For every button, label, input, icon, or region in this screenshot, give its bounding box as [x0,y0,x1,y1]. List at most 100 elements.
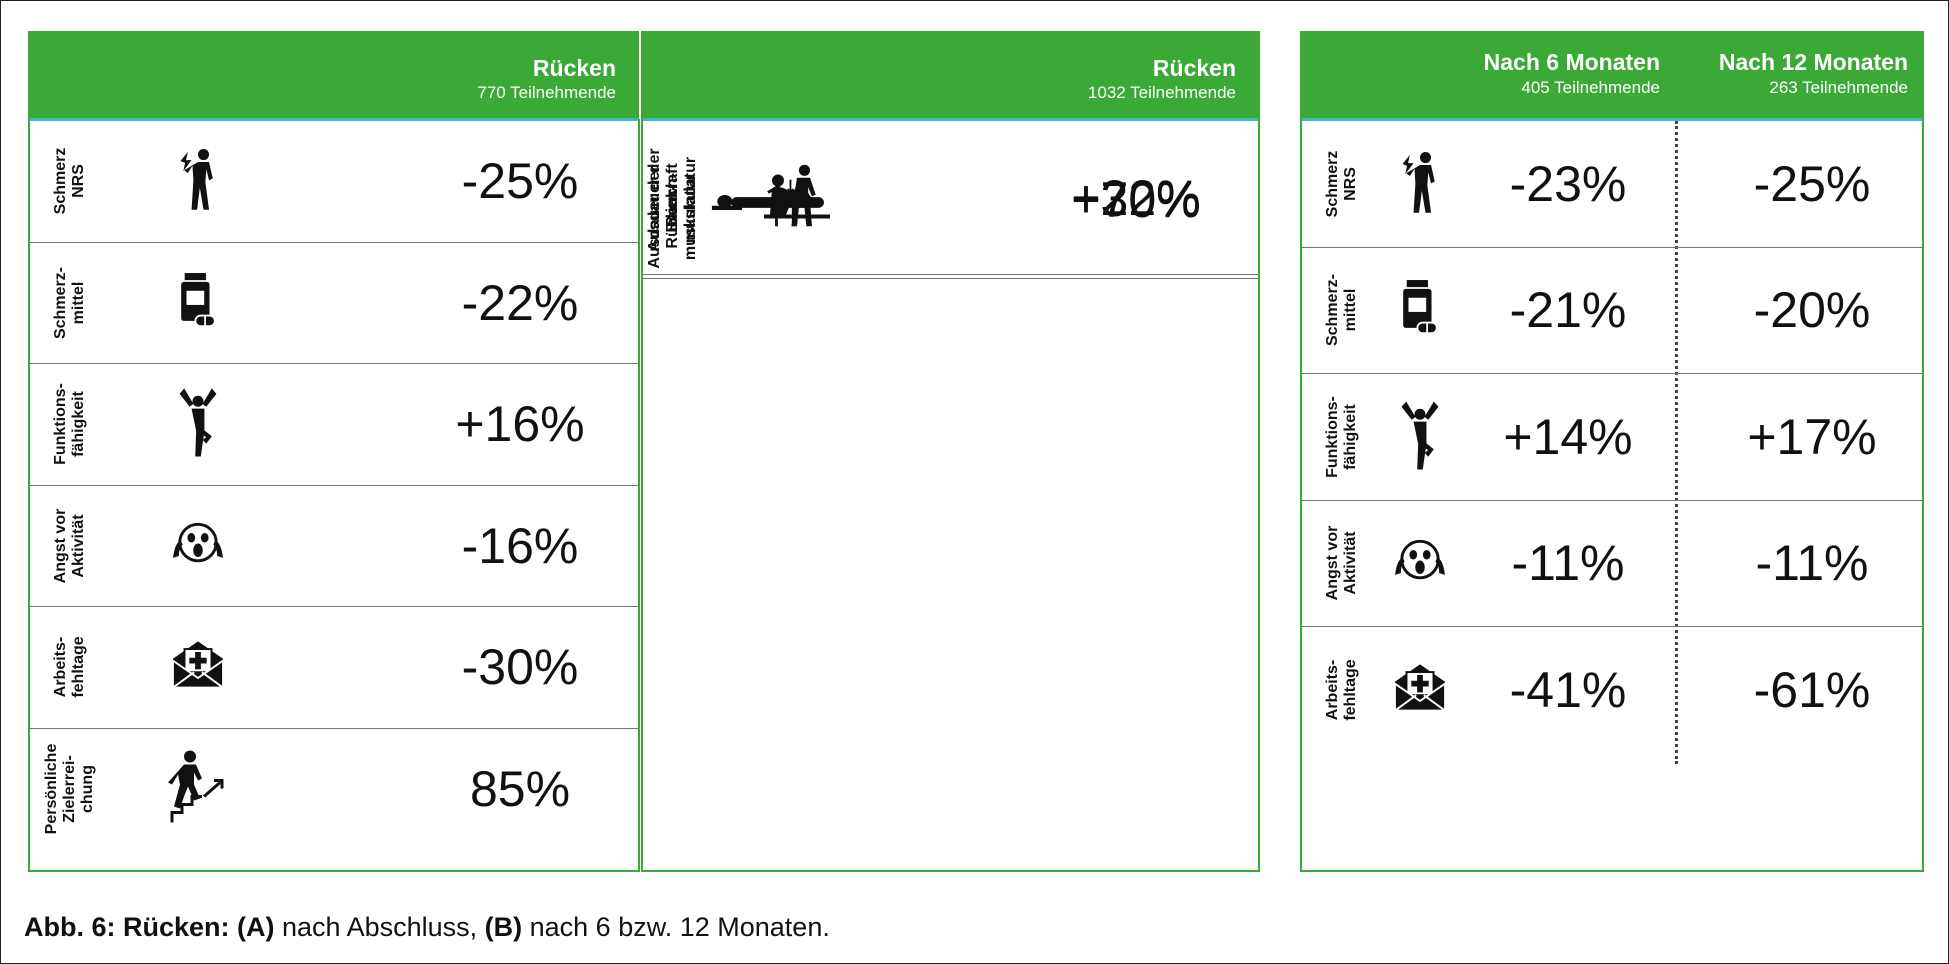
row-label-line: Persönliche [43,743,60,835]
panel-a-title: Rücken [532,55,616,81]
value-12-months: -25% [1753,155,1871,212]
row-label: Angst vor Aktivität [52,508,88,583]
row-label-line: Funktions- [52,383,69,466]
row-label: Schmerz-mittel [52,267,88,339]
panel-b-title: Rücken [1152,55,1236,81]
row-label-line: fähigkeit [1342,403,1359,470]
row-label-line: Schmerz- [1324,274,1341,347]
row-value: 85% [469,761,571,818]
panel-c: Nach 6 Monaten 405 Teilnehmende Nach 12 … [1300,31,1924,872]
value-6-months: -11% [1511,535,1625,592]
row-value: +30% [1071,171,1201,227]
col6-subtitle: 405 Teilnehmende [1521,78,1660,97]
row-label: Schmerz-mittel [1324,274,1360,346]
row-label: Schmerz NRS [1324,150,1360,217]
medication-icon [1397,277,1443,344]
column-divider [1675,121,1678,764]
figure-caption: Abb. 6: Rücken: (A) nach Abschluss, (B) … [24,912,830,943]
row-label-line: fähigkeit [70,391,87,458]
col6-title: Nach 6 Monaten [1483,49,1660,75]
panel-c-col12-header: Nach 12 Monaten 263 Teilnehmende [1676,33,1922,123]
value-6-months: +14% [1503,408,1633,465]
fear-face-icon [169,519,227,572]
table-row: Funktions-fähigkeit +14% +17% [1302,374,1922,501]
sick-note-envelope-icon [169,638,227,697]
table-row: Funktions-fähigkeit +16% [30,364,638,486]
fear-face-icon [1391,537,1449,590]
row-label: Funktions-fähigkeit [52,383,88,465]
panel-b: Rücken 1032 Teilnehmende Beinkraft +22% Au… [641,31,1260,872]
row-label-line: NRS [1342,166,1359,201]
row-label-line: Arbeits- [52,637,69,698]
panel-a-header: Rücken 770 Teilnehmende [30,33,638,121]
panel-a-subtitle: 770 Teilnehmende [477,83,616,102]
value-6-months: -23% [1509,155,1627,212]
caption-part1: nach Abschluss, [274,912,485,942]
medication-icon [175,269,221,336]
row-value: -25% [461,153,579,210]
row-label-line: Funktions- [1324,395,1341,478]
caption-b-label: (B) [484,912,523,942]
pain-person-icon [175,146,221,217]
row-label: Schmerz NRS [52,148,88,215]
panel-b-subtitle: 1032 Teilnehmende [1087,83,1236,102]
row-label: Arbeits-fehltage [1324,660,1360,721]
table-row: Arbeits-fehltage -30% [30,607,638,729]
caption-part2: nach 6 bzw. 12 Monaten. [522,912,830,942]
table-row: Ausdauer der Rücken-muskulatur +30% [643,121,1258,281]
panel-c-col6-header: Nach 6 Monaten 405 Teilnehmende [1302,33,1676,123]
row-label-line: Ausdauer der [646,165,663,269]
value-12-months: -11% [1755,535,1869,592]
table-row: Angst vor Aktivität -16% [30,486,638,607]
row-label-line: Zielerrei- [61,755,78,824]
row-value: -30% [461,639,579,696]
row-label-line: chung [79,765,96,814]
panel-b-header: Rücken 1032 Teilnehmende [643,33,1258,121]
balance-person-icon [1397,396,1443,477]
row-label-line: Angst vor [1324,525,1341,601]
col12-title: Nach 12 Monaten [1718,49,1908,75]
sick-note-envelope-icon [1391,661,1449,720]
table-row: Arbeits-fehltage -41% -61% [1302,627,1922,754]
row-label-line: fehltage [1342,659,1359,721]
row-label-line: Arbeits- [1324,660,1341,721]
row-label-line: Rücken- [664,185,681,249]
table-row: Persönliche Zielerrei-chung 85% [30,729,638,851]
row-label-line: NRS [70,164,87,199]
table-row: Schmerz-mittel -21% -20% [1302,248,1922,374]
stairs-goal-icon [167,749,229,830]
caption-prefix: Abb. 6: Rücken: (A) [24,912,275,942]
row-label-line: fehltage [70,636,87,698]
row-label: Arbeits-fehltage [52,637,88,698]
row-label: Ausdauer der Rücken-muskulatur [646,165,700,268]
table-row: Angst vor Aktivität -11% -11% [1302,501,1922,627]
row-label: Persönliche Zielerrei-chung [43,744,97,835]
value-12-months: -61% [1753,662,1871,719]
row-label-line: mittel [70,281,87,325]
value-12-months: +17% [1747,408,1877,465]
row-value: +16% [455,396,585,453]
row-label-line: muskulatur [682,173,699,261]
value-6-months: -21% [1509,282,1627,339]
pain-person-icon [1397,148,1443,219]
plank-icon [709,189,829,222]
table-row: Schmerz-mittel -22% [30,243,638,364]
row-value: +22% [1071,169,1201,226]
row-label-line: mittel [1342,288,1359,332]
table-row: Beinkraft +22% [643,121,1258,275]
row-label-line: Schmerz [52,147,69,215]
col12-subtitle: 263 Teilnehmende [1769,78,1908,97]
balance-person-icon [175,384,221,465]
row-value: -22% [461,274,579,331]
row-label: Funktions-fähigkeit [1324,396,1360,478]
row-label-line: Schmerz- [52,266,69,339]
row-label-line: Aktivität [1342,531,1359,595]
row-label-line: Angst vor [52,508,69,584]
row-label-line: Aktivität [70,514,87,578]
panel-a: Rücken 770 Teilnehmende Schmerz NRS -25% Sc… [28,31,640,872]
row-label: Angst vor Aktivität [1324,526,1360,601]
value-6-months: -41% [1509,662,1627,719]
table-row: Ausdauer der Bauch-muskulatur +70% [643,121,1258,279]
table-row: Schmerz NRS -23% -25% [1302,121,1922,248]
table-row: Schmerz NRS -25% [30,121,638,243]
